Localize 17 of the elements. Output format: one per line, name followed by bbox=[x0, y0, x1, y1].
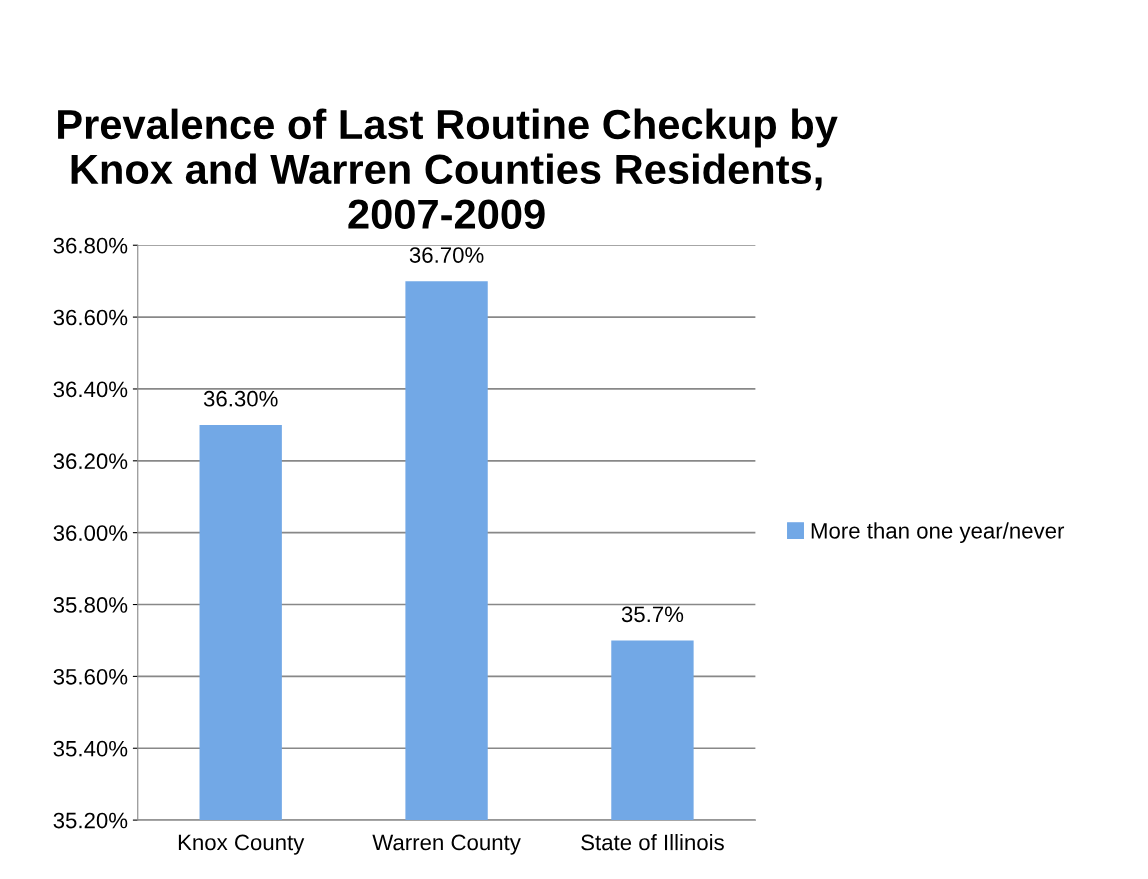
data-label: 35.7% bbox=[621, 606, 684, 623]
chart-title: Prevalence of Last Routine Checkup by Knox and Warren Counties Residents, 2007-2009 bbox=[58, 108, 838, 229]
y-tick-label: 36.00% bbox=[53, 525, 128, 541]
x-tick-label: State of Illinois bbox=[581, 834, 724, 851]
x-tick-label: Knox County bbox=[178, 834, 305, 855]
y-tick-label: 35.60% bbox=[53, 668, 128, 685]
y-tick-label: 35.80% bbox=[53, 597, 128, 613]
legend-label: More than one year/never bbox=[811, 522, 1065, 544]
y-tick-label: 36.40% bbox=[53, 381, 128, 398]
y-tick-label: 36.20% bbox=[53, 453, 128, 470]
y-tick-label: 36.60% bbox=[53, 309, 128, 326]
y-tick-label: 35.20% bbox=[53, 812, 128, 829]
data-label: 36.30% bbox=[203, 390, 278, 407]
x-tick-label: Warren County bbox=[372, 834, 521, 855]
y-tick-label: 36.80% bbox=[53, 237, 128, 254]
data-label: 36.70% bbox=[409, 247, 484, 263]
y-tick-label: 35.40% bbox=[53, 740, 128, 757]
